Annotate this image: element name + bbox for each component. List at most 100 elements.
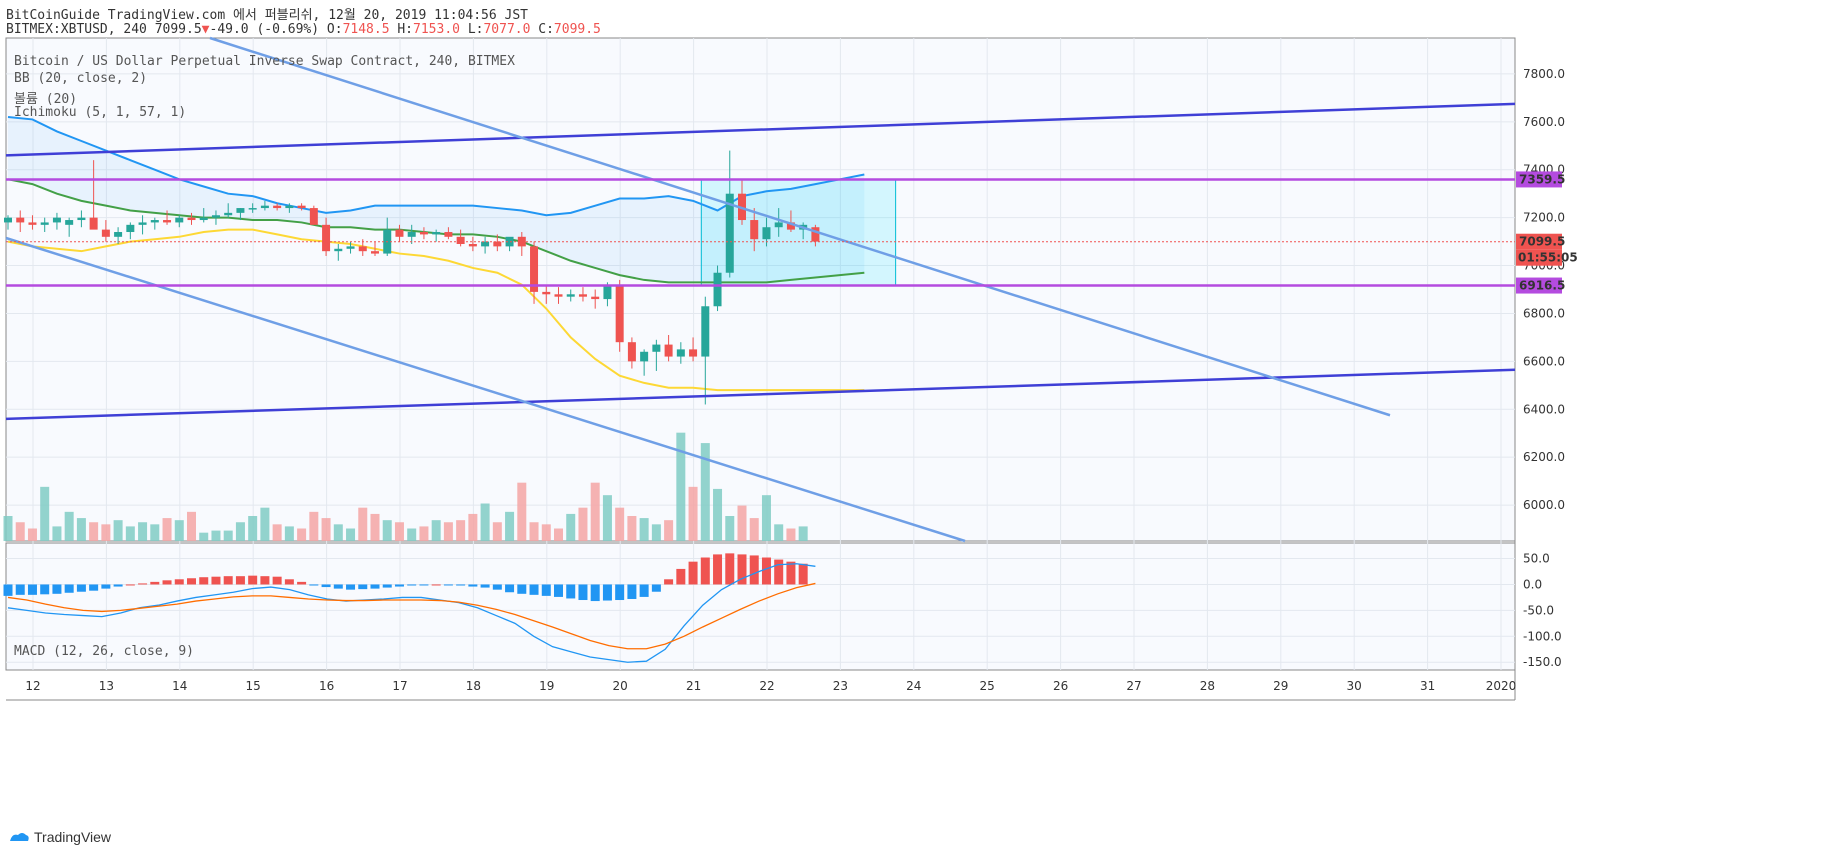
close-value: 7099.5: [553, 22, 601, 37]
macd-histogram-bar: [138, 583, 148, 585]
candle-body: [432, 232, 441, 235]
volume-bar: [211, 530, 221, 541]
candle-body: [786, 222, 795, 230]
legend-bb[interactable]: BB (20, close, 2): [14, 71, 148, 86]
macd-histogram-bar: [443, 584, 453, 586]
volume-bar: [309, 511, 319, 541]
volume-bar: [688, 486, 698, 541]
macd-histogram-bar: [456, 584, 466, 586]
volume-bar: [382, 520, 392, 541]
candle-body: [689, 349, 698, 357]
y-tick-label: 6000.0: [1523, 498, 1565, 512]
candle-body: [77, 217, 86, 221]
descending-line-lower: [5, 236, 966, 543]
macd-histogram-bar: [358, 584, 368, 590]
brand-name: TradingView: [34, 829, 112, 845]
volume-bar: [321, 518, 331, 541]
candle-body: [40, 222, 49, 225]
x-tick-label: 18: [466, 679, 481, 693]
candle-body: [236, 208, 245, 213]
macd-histogram-bar: [309, 584, 319, 586]
volume-bar: [602, 495, 612, 541]
volume-bar: [468, 513, 478, 541]
candle-body: [175, 217, 184, 223]
macd-histogram-bar: [260, 576, 270, 585]
volume-bar: [370, 513, 380, 541]
macd-histogram-bar: [419, 584, 429, 586]
candle-body: [101, 229, 110, 237]
macd-histogram-bar: [529, 584, 539, 595]
price-label: 6916.5: [1519, 279, 1565, 293]
macd-histogram-bar: [700, 557, 710, 585]
macd-histogram-bar: [15, 584, 25, 595]
volume-bar: [749, 518, 759, 541]
candle-body: [615, 284, 624, 343]
candle-body: [774, 222, 783, 228]
candle-body: [260, 205, 269, 209]
x-tick-label: 21: [686, 679, 701, 693]
x-tick-label: 27: [1126, 679, 1141, 693]
price-label-bg: [1516, 233, 1562, 250]
volume-bar: [40, 486, 50, 541]
candle-body: [713, 272, 722, 307]
macd-histogram-bar: [431, 584, 441, 586]
candle-body: [750, 220, 759, 240]
x-tick-label: 17: [392, 679, 407, 693]
candle-body: [444, 232, 453, 237]
volume-bar: [505, 511, 515, 541]
macd-histogram-bar: [541, 584, 551, 596]
legend-ichimoku[interactable]: Ichimoku (5, 1, 57, 1): [14, 105, 187, 120]
candle-body: [16, 217, 25, 223]
candle-body: [187, 217, 196, 221]
y-tick-label: 6600.0: [1523, 354, 1565, 368]
legend-volume[interactable]: 볼륨 (20): [14, 92, 78, 107]
candle-body: [627, 342, 636, 362]
x-tick-label: 22: [759, 679, 774, 693]
candle-body: [578, 294, 587, 297]
volume-bar: [138, 522, 148, 541]
volume-bar: [590, 482, 600, 541]
macd-histogram-bar: [578, 584, 588, 601]
macd-histogram-bar: [774, 559, 784, 585]
x-tick-label: 14: [172, 679, 187, 693]
open-value: 7148.5: [342, 22, 390, 37]
macd-histogram-bar: [468, 584, 478, 587]
volume-bar: [284, 526, 294, 541]
macd-histogram-bar: [223, 576, 233, 585]
candle-body: [676, 349, 685, 357]
candle-body: [395, 229, 404, 237]
candle-body: [28, 222, 37, 225]
x-tick-label: 13: [99, 679, 114, 693]
volume-bar: [199, 532, 209, 541]
legend-macd[interactable]: MACD (12, 26, close, 9): [14, 644, 195, 659]
footer-brand[interactable]: TradingView: [8, 829, 111, 845]
macd-histogram-bar: [284, 579, 294, 585]
macd-histogram-bar: [554, 584, 563, 597]
y-tick-label: 6800.0: [1523, 306, 1565, 320]
candle-body: [517, 236, 526, 247]
macd-pane: [5, 542, 1516, 671]
macd-histogram-bar: [786, 561, 796, 585]
volume-bar: [419, 526, 429, 541]
tradingview-logo-icon: [10, 833, 29, 841]
macd-histogram-bar: [627, 584, 637, 599]
volume-bar: [761, 495, 771, 541]
candle-body: [150, 220, 159, 223]
macd-histogram-bar: [676, 568, 686, 585]
macd-histogram-bar: [517, 584, 527, 594]
macd-histogram-bar: [725, 553, 735, 585]
macd-histogram-bar: [566, 584, 576, 599]
candle-body: [591, 296, 600, 300]
y-tick-label: 7200.0: [1523, 211, 1565, 225]
bb-fill: [8, 117, 865, 283]
volume-bar: [492, 522, 502, 541]
change-text: -49.0 (-0.69%): [209, 22, 320, 37]
macd-histogram-bar: [333, 584, 343, 589]
macd-histogram-bar: [394, 584, 404, 587]
volume-bar: [52, 526, 62, 541]
candle-body: [701, 306, 710, 357]
volume-bar: [162, 518, 172, 541]
macd-histogram-bar: [40, 584, 50, 595]
volume-bar: [627, 516, 637, 541]
